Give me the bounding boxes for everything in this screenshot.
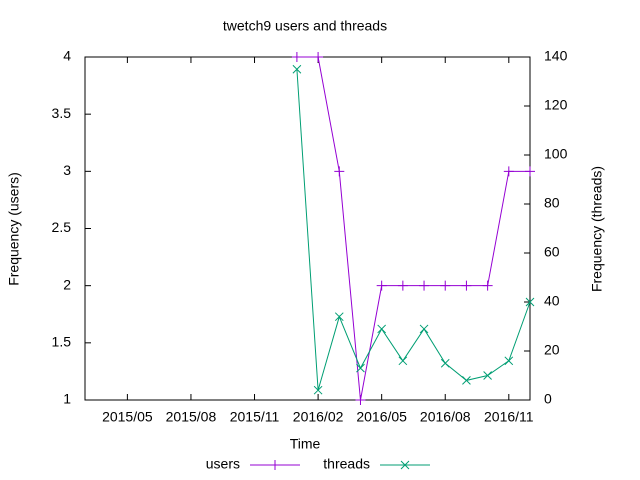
- point-marker: [292, 64, 302, 74]
- y-tick-label: 3: [63, 162, 71, 178]
- point-marker: [313, 385, 323, 395]
- y-tick-label: 1: [63, 391, 71, 407]
- point-marker: [291, 52, 302, 62]
- point-marker: [398, 356, 408, 366]
- point-marker: [525, 297, 535, 307]
- y2-axis-label: Frequency (threads): [589, 166, 605, 292]
- point-marker: [503, 166, 514, 177]
- y2-tick-label: 0: [544, 391, 552, 407]
- point-marker: [419, 280, 430, 291]
- legend-label: threads: [323, 456, 370, 472]
- y-tick-label: 4: [63, 48, 71, 64]
- x-tick-label: 2016/05: [356, 409, 407, 425]
- point-marker: [313, 52, 324, 62]
- x-axis-label: Time: [290, 436, 321, 452]
- y2-tick-label: 60: [544, 244, 560, 260]
- y2-tick-label: 40: [544, 293, 560, 309]
- point-marker: [356, 363, 365, 373]
- x-tick-label: 2015/08: [166, 409, 217, 425]
- y-tick-label: 3.5: [52, 105, 72, 121]
- point-marker: [504, 356, 514, 366]
- point-marker: [334, 312, 344, 322]
- x-tick-label: 2015/05: [102, 409, 153, 425]
- point-marker: [525, 166, 535, 177]
- x-tick-label: 2015/11: [230, 409, 280, 425]
- series-line: [296, 69, 531, 391]
- x-tick-label: 2016/02: [293, 409, 344, 425]
- x-tick-label: 2016/08: [420, 409, 471, 425]
- point-marker: [440, 358, 450, 368]
- point-marker: [400, 460, 410, 470]
- y-tick-label: 1.5: [52, 334, 72, 350]
- y-tick-label: 2: [63, 276, 71, 292]
- y2-tick-label: 80: [544, 195, 560, 211]
- point-marker: [419, 324, 429, 334]
- y2-tick-label: 140: [544, 48, 568, 64]
- y2-tick-label: 20: [544, 342, 560, 358]
- point-marker: [461, 280, 472, 291]
- series-line: [296, 56, 530, 401]
- point-marker: [483, 371, 492, 380]
- point-marker: [462, 376, 471, 385]
- y-tick-label: 2.5: [52, 219, 72, 235]
- chart-title: twetch9 users and threads: [223, 18, 387, 34]
- point-marker: [355, 395, 366, 405]
- y2-tick-label: 100: [544, 146, 568, 162]
- point-marker: [334, 166, 345, 177]
- point-marker: [397, 280, 408, 291]
- point-marker: [482, 280, 493, 291]
- point-marker: [440, 280, 451, 291]
- x-tick-label: 2016/11: [484, 409, 534, 425]
- point-marker: [377, 324, 387, 334]
- y2-tick-label: 120: [544, 97, 568, 113]
- legend-label: users: [206, 456, 240, 472]
- y-axis-label: Frequency (users): [6, 172, 22, 286]
- point-marker: [270, 460, 280, 470]
- point-marker: [376, 280, 387, 291]
